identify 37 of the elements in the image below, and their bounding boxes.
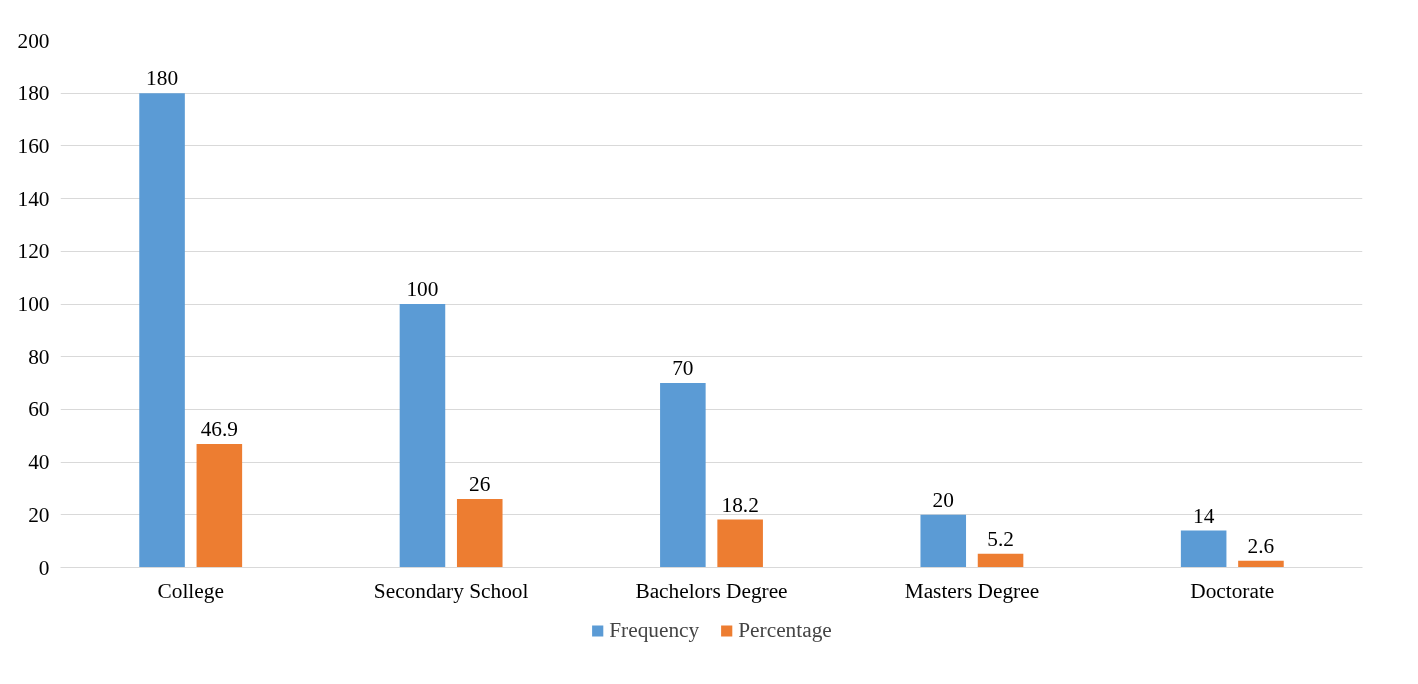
y-tick-label: 20 [28,502,50,527]
x-tick-label: Masters Degree [904,578,1040,603]
y-tick-label: 200 [17,28,50,53]
data-label: 26 [469,471,491,496]
data-label: 46.9 [200,416,239,441]
y-tick-label: 120 [17,239,50,264]
y-tick-label: 140 [17,186,50,211]
bar [1180,530,1227,568]
x-tick-label: Doctorate [1190,578,1275,603]
x-tick-label: College [157,578,224,603]
y-tick-label: 40 [28,450,50,475]
bar [977,553,1024,568]
data-label: 100 [406,277,439,301]
data-label: 20 [932,487,954,512]
x-tick-label: Secondary School [373,578,529,603]
legend-label: Frequency [609,617,700,643]
bar [399,304,446,568]
bar [717,519,763,568]
bar [196,443,243,568]
y-tick-label: 100 [17,292,50,316]
bar [920,514,967,568]
y-tick-label: 60 [28,397,50,422]
y-tick-label: 0 [38,555,50,580]
bar [456,498,503,568]
data-label: 5.2 [987,526,1014,551]
data-label: 180 [146,66,179,91]
bar [660,383,706,568]
bar [139,93,185,568]
legend-label: Percentage [738,617,832,643]
data-label: 2.6 [1247,533,1275,558]
data-label: 14 [1192,503,1215,528]
x-tick-label: Bachelors Degree [635,578,788,603]
y-tick-label: 160 [17,133,50,158]
data-label: 70 [672,356,694,381]
data-label: 18.2 [721,492,759,517]
y-tick-label: 80 [28,344,50,369]
y-tick-label: 180 [17,81,50,106]
